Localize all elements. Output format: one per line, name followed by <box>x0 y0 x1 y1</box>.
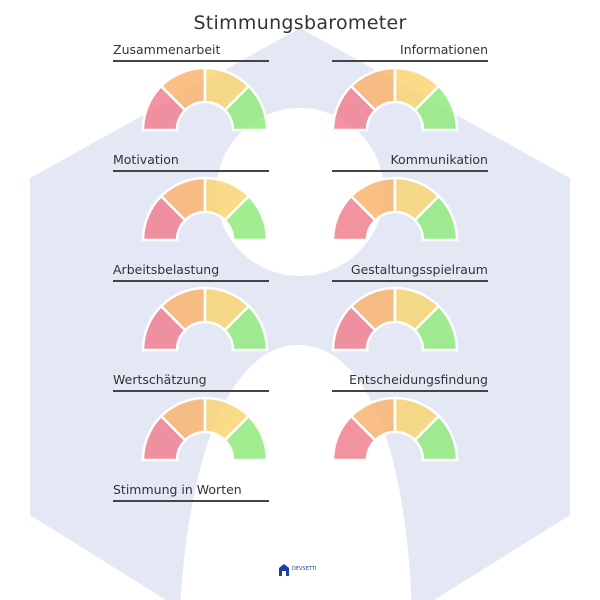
house-logo-icon <box>279 564 289 576</box>
gauge-segment-good[interactable] <box>223 414 269 462</box>
mood-gauge[interactable] <box>140 396 270 462</box>
mood-gauge[interactable] <box>330 176 460 242</box>
gauge-label: Arbeitsbelastung <box>113 262 269 282</box>
gauge-segment-good[interactable] <box>223 304 269 352</box>
gauge-label: Motivation <box>113 152 269 172</box>
logo: DEVSETTI <box>278 563 316 576</box>
gauge-label: Zusammenarbeit <box>113 42 269 62</box>
gauge-segment-good[interactable] <box>413 84 459 132</box>
gauge-segment-good[interactable] <box>413 194 459 242</box>
mood-gauge[interactable] <box>330 66 460 132</box>
gauge-label: Informationen <box>332 42 488 62</box>
mood-gauge[interactable] <box>140 176 270 242</box>
logo-text: DEVSETTI <box>292 566 317 572</box>
free-text-label: Stimmung in Worten <box>113 482 269 502</box>
gauge-segment-good[interactable] <box>223 84 269 132</box>
gauge-segment-good[interactable] <box>413 414 459 462</box>
mood-gauge[interactable] <box>140 286 270 352</box>
gauge-label: Gestaltungsspielraum <box>332 262 488 282</box>
gauge-label: Kommunikation <box>332 152 488 172</box>
gauge-segment-good[interactable] <box>223 194 269 242</box>
mood-gauge[interactable] <box>330 286 460 352</box>
mood-gauge[interactable] <box>330 396 460 462</box>
gauge-segment-good[interactable] <box>413 304 459 352</box>
gauge-label: Wertschätzung <box>113 372 269 392</box>
mood-gauge[interactable] <box>140 66 270 132</box>
page-title: Stimmungsbarometer <box>193 12 407 34</box>
gauge-label: Entscheidungsfindung <box>332 372 488 392</box>
